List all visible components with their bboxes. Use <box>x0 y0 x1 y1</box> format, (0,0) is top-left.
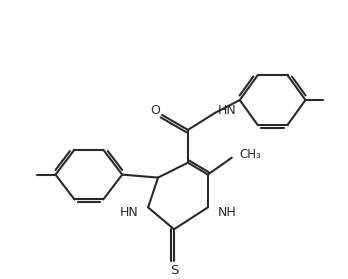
Text: O: O <box>150 104 160 117</box>
Text: S: S <box>170 263 178 276</box>
Text: HN: HN <box>218 104 237 117</box>
Text: CH₃: CH₃ <box>240 148 261 161</box>
Text: NH: NH <box>218 206 237 219</box>
Text: HN: HN <box>119 206 138 219</box>
